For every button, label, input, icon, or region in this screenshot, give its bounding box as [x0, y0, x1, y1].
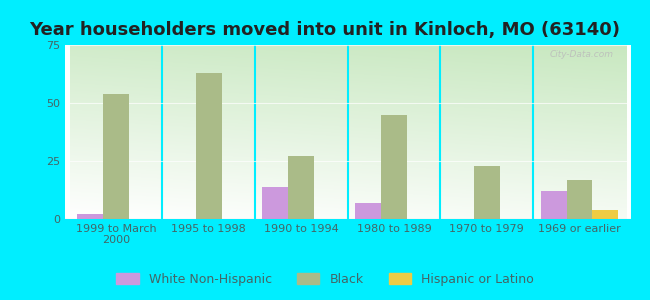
Bar	[196, 73, 222, 219]
Bar	[567, 180, 593, 219]
Bar	[593, 210, 618, 219]
Text: City-Data.com: City-Data.com	[549, 50, 614, 59]
Bar	[263, 187, 289, 219]
Bar	[77, 214, 103, 219]
Bar	[541, 191, 567, 219]
Bar	[381, 115, 407, 219]
Bar	[355, 203, 381, 219]
Bar	[103, 94, 129, 219]
Legend: White Non-Hispanic, Black, Hispanic or Latino: White Non-Hispanic, Black, Hispanic or L…	[111, 268, 539, 291]
Bar	[289, 156, 315, 219]
Bar	[474, 166, 500, 219]
Text: Year householders moved into unit in Kinloch, MO (63140): Year householders moved into unit in Kin…	[29, 21, 621, 39]
